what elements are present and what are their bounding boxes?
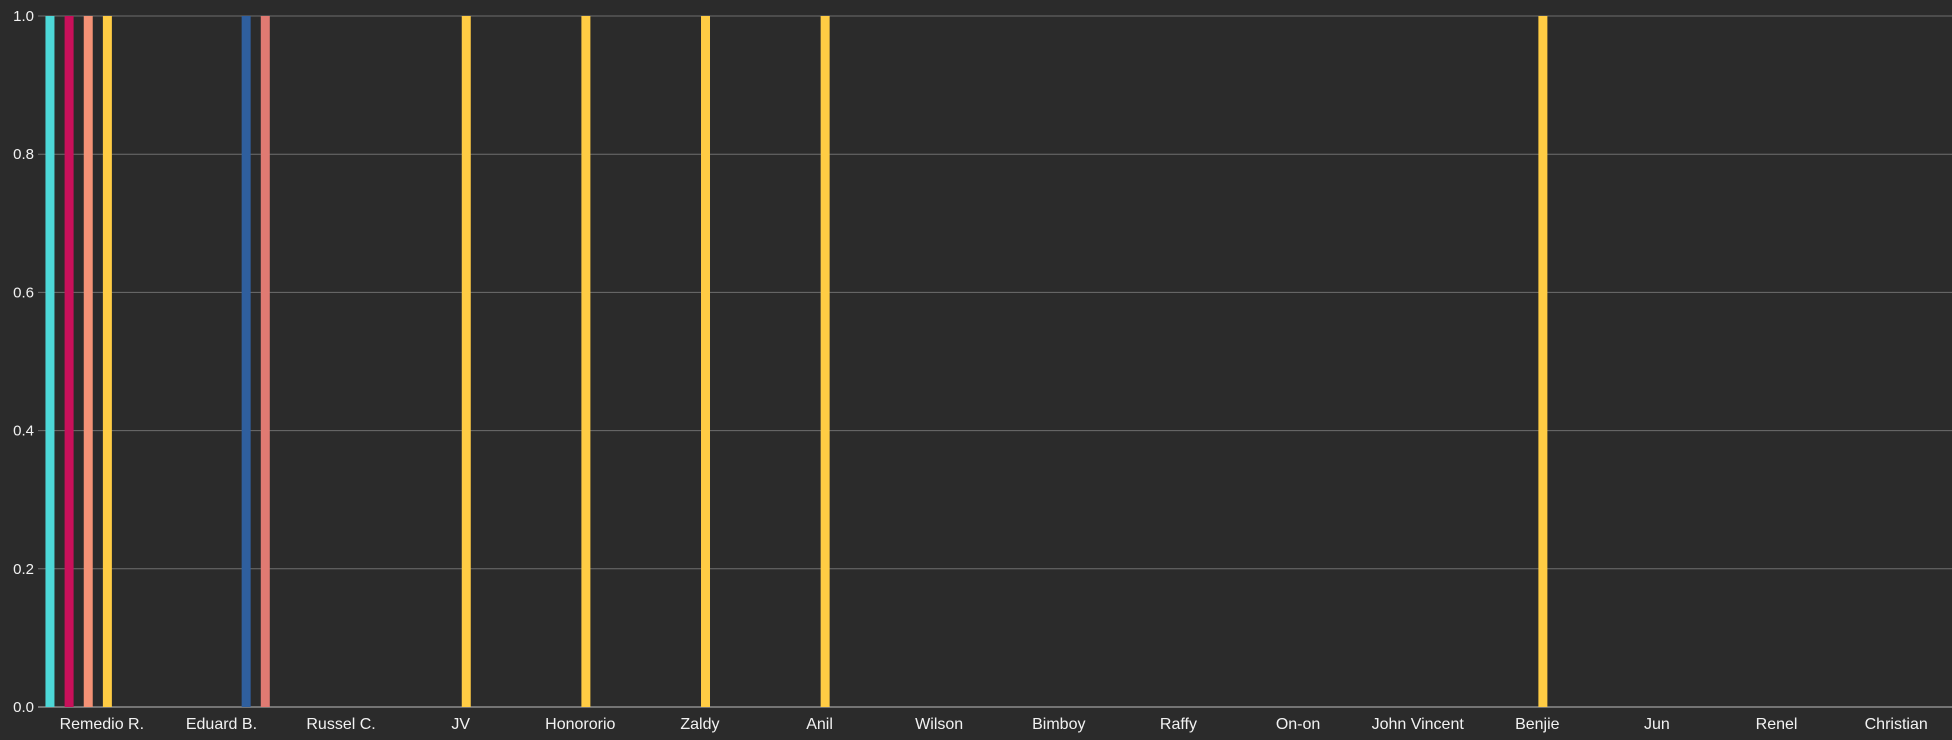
grid-layer <box>38 15 1952 708</box>
bar[interactable] <box>83 16 93 707</box>
y-tick-label: 0.4 <box>13 423 34 440</box>
y-tick-label: 0.8 <box>13 146 34 163</box>
x-tick-label: Anil <box>806 716 833 733</box>
x-tick-label: Bimboy <box>1032 716 1085 733</box>
x-tick-label: Russel C. <box>306 716 375 733</box>
bar[interactable] <box>461 16 471 707</box>
bar[interactable] <box>1538 16 1548 707</box>
bar-layer <box>45 16 1548 707</box>
x-tick-label: On-on <box>1276 716 1320 733</box>
x-tick-label: Raffy <box>1160 716 1197 733</box>
x-tick-label: Wilson <box>915 716 963 733</box>
y-tick-label: 0.0 <box>13 699 34 716</box>
x-axis: Remedio R. Eduard B. Russel C. JV Honororio Z… <box>60 716 1928 733</box>
y-tick-label: 0.2 <box>13 561 34 578</box>
x-tick-label: JV <box>451 716 470 733</box>
bar[interactable] <box>45 16 55 707</box>
y-axis: 0.0 0.2 0.4 0.6 0.8 1.0 <box>13 8 34 716</box>
x-tick-label: Honororio <box>545 716 615 733</box>
x-tick-label: Benjie <box>1515 716 1560 733</box>
x-tick-label: John Vincent <box>1372 716 1465 733</box>
x-tick-label: Zaldy <box>680 716 719 733</box>
x-tick-label: Eduard B. <box>186 716 257 733</box>
bar[interactable] <box>820 16 830 707</box>
x-tick-label: Remedio R. <box>60 716 144 733</box>
bar[interactable] <box>260 16 270 707</box>
x-tick-label: Renel <box>1756 716 1798 733</box>
x-tick-label: Christian <box>1865 716 1928 733</box>
bar[interactable] <box>701 16 711 707</box>
y-tick-label: 0.6 <box>13 284 34 301</box>
bar[interactable] <box>241 16 251 707</box>
bar[interactable] <box>581 16 591 707</box>
y-tick-label: 1.0 <box>13 8 34 25</box>
bar[interactable] <box>102 16 112 707</box>
x-tick-label: Jun <box>1644 716 1670 733</box>
bar[interactable] <box>64 16 74 707</box>
